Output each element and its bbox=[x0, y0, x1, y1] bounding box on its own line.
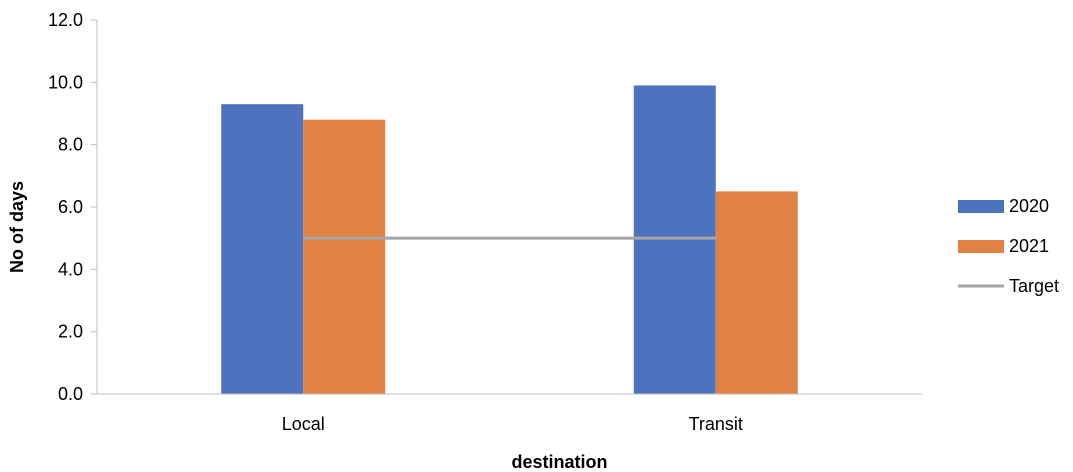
bars-layer bbox=[221, 85, 798, 395]
legend: 2020 2021 Target bbox=[958, 196, 1059, 296]
x-tick-label: Local bbox=[282, 414, 325, 434]
y-tick-label: 12.0 bbox=[48, 10, 83, 30]
bar-2020-transit bbox=[633, 85, 716, 394]
y-axis-title: No of days bbox=[7, 181, 27, 273]
legend-label: 2021 bbox=[1009, 236, 1049, 256]
y-tick-label: 4.0 bbox=[58, 259, 83, 279]
y-tick-label: 8.0 bbox=[58, 135, 83, 155]
y-tick-labels: 0.0 2.0 4.0 6.0 8.0 10.0 12.0 bbox=[48, 10, 97, 404]
x-tick-label: Transit bbox=[689, 414, 743, 434]
y-tick-label: 10.0 bbox=[48, 72, 83, 92]
x-tick-labels: Local Transit bbox=[282, 414, 743, 434]
x-axis-title: destination bbox=[511, 452, 607, 472]
legend-swatch-2021 bbox=[958, 240, 1004, 253]
legend-swatch-2020 bbox=[958, 200, 1004, 213]
y-tick-label: 6.0 bbox=[58, 197, 83, 217]
y-tick-label: 2.0 bbox=[58, 322, 83, 342]
legend-label: 2020 bbox=[1009, 196, 1049, 216]
legend-label: Target bbox=[1009, 276, 1059, 296]
bar-2021-local bbox=[303, 119, 386, 394]
bar-2020-local bbox=[221, 104, 304, 395]
axes bbox=[96, 20, 922, 395]
bar-2021-transit bbox=[715, 191, 798, 394]
y-tick-label: 0.0 bbox=[58, 384, 83, 404]
